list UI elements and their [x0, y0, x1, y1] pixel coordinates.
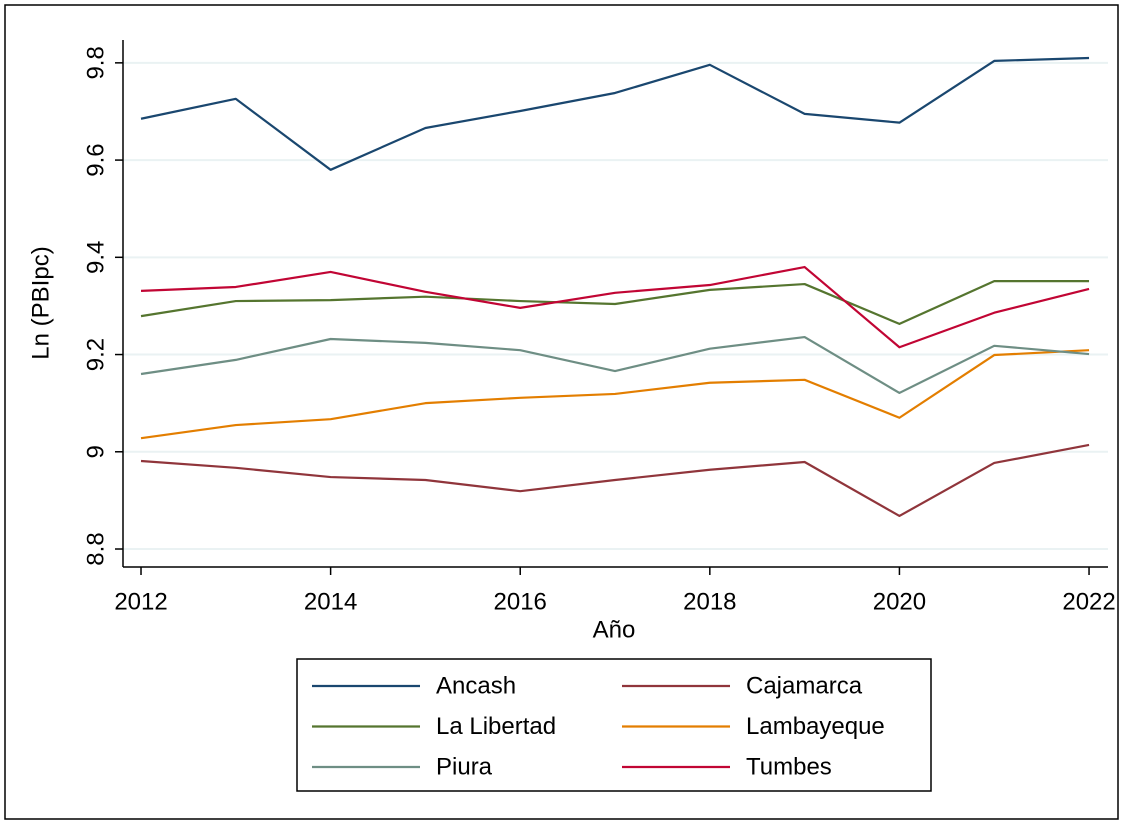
y-tick-label: 8.8 — [82, 532, 109, 565]
grid — [123, 61, 1108, 551]
legend-label: Lambayeque — [746, 713, 885, 740]
legend-label: Ancash — [436, 672, 516, 699]
x-tick-label: 2018 — [683, 588, 736, 615]
x-tick-label: 2014 — [304, 588, 357, 615]
series-line — [140, 335, 1090, 395]
y-tick-label: 9.8 — [82, 46, 109, 79]
y-axis-title: Ln (PBIpc) — [27, 246, 54, 359]
legend-box — [296, 658, 932, 792]
x-tick-label: 2020 — [873, 588, 926, 615]
y-tick-label: 9.4 — [82, 241, 109, 274]
series-line — [140, 265, 1090, 349]
series-line — [140, 280, 1090, 326]
y-tick-label: 9 — [82, 445, 109, 458]
x-axis-title: Año — [593, 616, 636, 643]
y-tick-label: 9.6 — [82, 143, 109, 176]
x-tick-label: 2016 — [494, 588, 547, 615]
series-line — [140, 443, 1090, 518]
legend-label: Tumbes — [746, 753, 832, 780]
lines — [140, 56, 1090, 518]
x-tick-label: 2012 — [114, 588, 167, 615]
legend: Ancash Cajamarca La Libertad Lambayeque Piur… — [296, 658, 932, 792]
legend-label: La Libertad — [436, 713, 556, 740]
axes: 8.8 9 9.2 9.4 9.6 9.8 2012 2014 2016 2018 2020 2022 — [82, 40, 1116, 615]
y-tick-label: 9.2 — [82, 338, 109, 371]
series-line — [140, 349, 1090, 440]
legend-label: Piura — [436, 753, 493, 780]
series-line — [140, 56, 1090, 171]
x-tick-label: 2022 — [1062, 588, 1115, 615]
legend-label: Cajamarca — [746, 672, 863, 699]
